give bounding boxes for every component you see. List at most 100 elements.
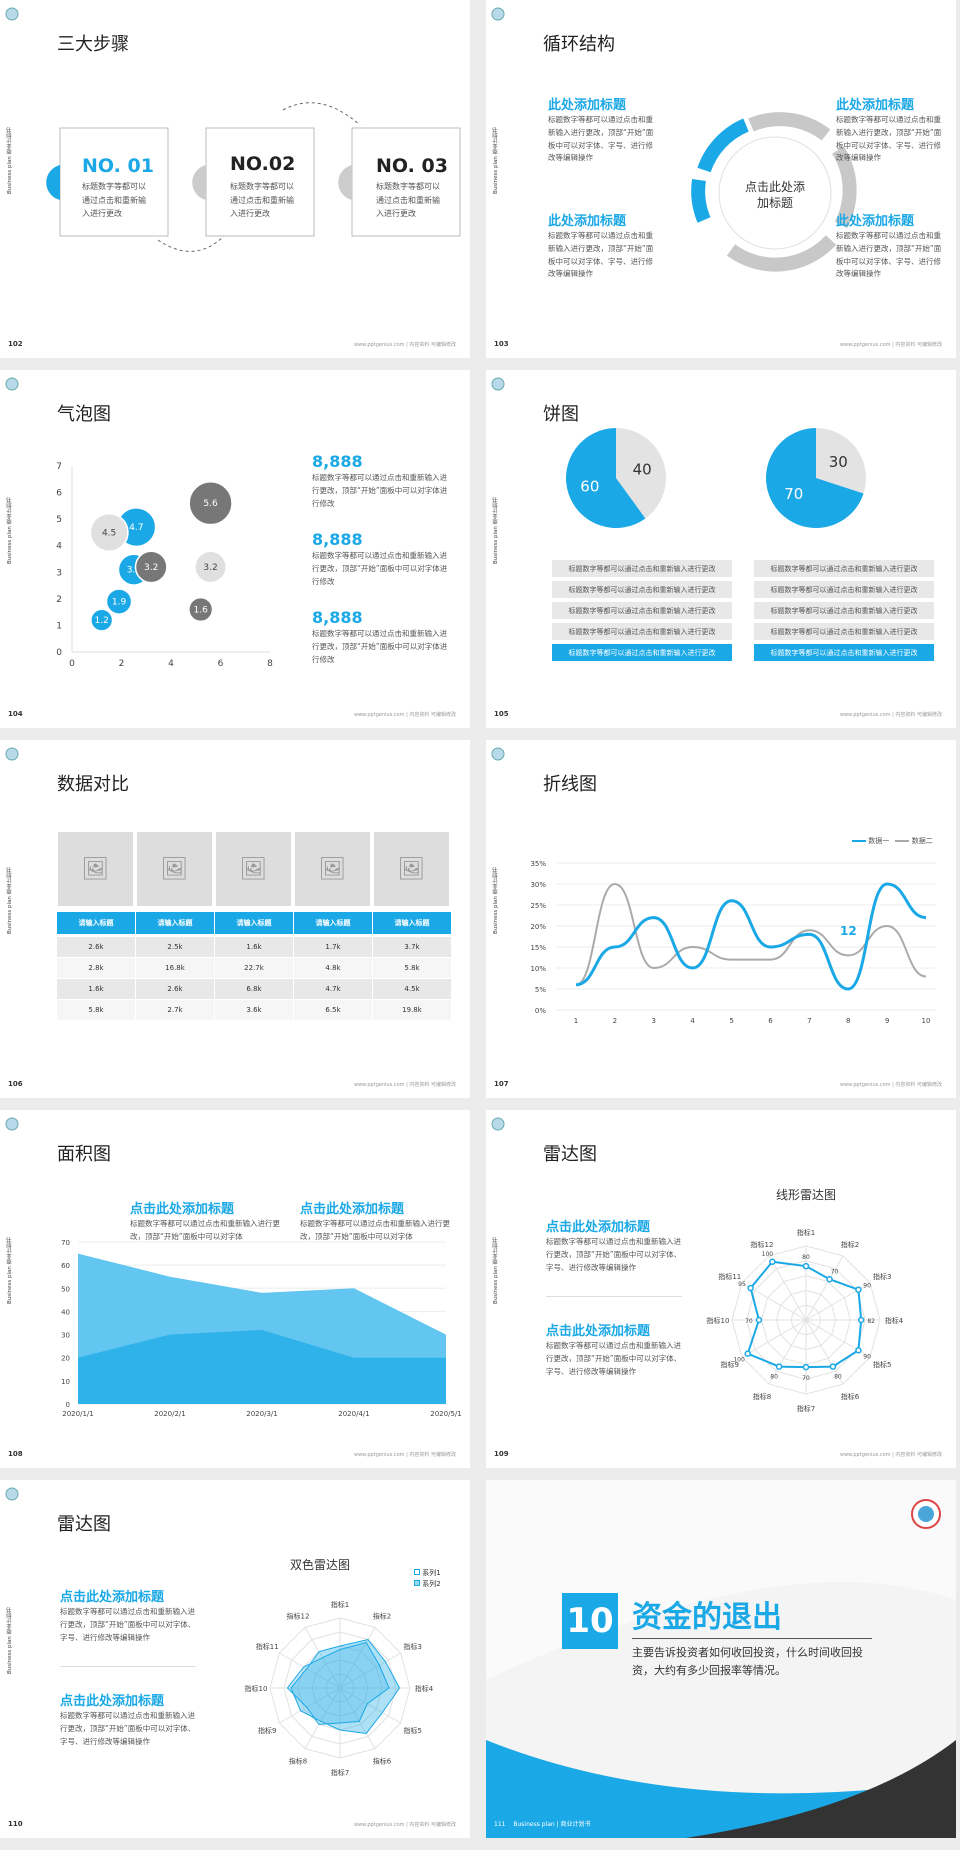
radar-value-label: 90 (863, 1283, 871, 1290)
radar-axis-label: 指标5 (404, 1726, 422, 1735)
radar-spoke (768, 1255, 807, 1321)
table-cell: 1.6k (57, 979, 135, 999)
radar-axis-label: 指标7 (797, 1404, 815, 1413)
radar-axis-label: 指标11 (718, 1272, 741, 1281)
page-number: 111 (494, 1821, 506, 1828)
table-cell: 2.7k (136, 1000, 214, 1020)
logo-icon (5, 376, 19, 391)
y-tick-label: 6 (56, 489, 62, 499)
x-tick-label: 4 (168, 659, 174, 669)
radar-value-label: 80 (802, 1254, 810, 1261)
stat-2-value: 8,888 (312, 530, 363, 549)
pie-legend-row: 标题数字等都可以通过点击和重新输入进行更改 (754, 623, 934, 640)
slide-102[interactable]: Business plan 商业计划书 三大步骤 NO. 01 标题数字等都可以… (0, 0, 470, 358)
logo-icon (491, 746, 505, 761)
radar-point (769, 1258, 776, 1265)
image-placeholder-icon[interactable]: 🖼 (58, 832, 133, 906)
x-tick-label: 8 (267, 659, 273, 669)
slide-108[interactable]: Business plan 商业计划书 面积图 点击此处添加标题 标题数字等都可… (0, 1110, 470, 1468)
image-placeholder-icon[interactable]: 🖼 (374, 832, 449, 906)
slide-title: 雷达图 (543, 1144, 597, 1165)
x-tick-label: 2 (119, 659, 125, 669)
radar-point (855, 1286, 862, 1293)
cycle-center-label: 点击此处添加标题 (745, 180, 806, 210)
x-tick-label: 1 (574, 1017, 578, 1025)
step-1-label: NO. 01 (82, 155, 154, 177)
slide-109[interactable]: Business plan 商业计划书 雷达图 点击此处添加标题 标题数字等都可… (486, 1110, 956, 1468)
legend-series-2: 系列2 (422, 1579, 441, 1588)
slide-110[interactable]: Business plan 商业计划书 雷达图 点击此处添加标题 标题数字等都可… (0, 1480, 470, 1838)
y-tick-label: 2 (56, 595, 62, 605)
x-tick-label: 6 (218, 659, 224, 669)
table-header: 请输入标题 (373, 912, 451, 934)
page-number: 109 (494, 1450, 509, 1458)
radar-axis-label: 指标2 (841, 1240, 859, 1249)
radar-axis-label: 指标6 (841, 1392, 860, 1401)
x-tick-label: 9 (885, 1017, 889, 1025)
footer-text: www.pptgenius.com | 内容资料 可编辑修改 (353, 342, 456, 348)
line-chart: 0%5%10%15%20%25%30%35%1 2 3 4 5 6 7 8 9 10 (530, 860, 936, 1025)
y-tick-label: 3 (56, 568, 62, 578)
slide-104[interactable]: Business plan 商业计划书 气泡图 0 1 2 3 4 5 6 7 0 2 4 6 8 1.2… (0, 370, 470, 728)
radar2-text-2: 标题数字等都可以通过点击和重新输入进行更改，顶部“开始”面板中可以对字体、字号、… (60, 1711, 196, 1746)
slide-106[interactable]: Business plan 商业计划书 数据对比 🖼 请输入标题 🖼 请输入标题 🖼 请输… (0, 740, 470, 1098)
table-cell: 4.7k (294, 979, 372, 999)
pie-legend-row: 标题数字等都可以通过点击和重新输入进行更改 (552, 644, 732, 661)
footer-text: www.pptgenius.com | 内容资料 可编辑修改 (353, 1082, 456, 1088)
bubble-label: 1.2 (95, 616, 109, 626)
stat-1-value: 8,888 (312, 452, 363, 471)
section-subtitle: 主要告诉投资者如何收回投资，什么时间收回投资，大约有多少回报率等情况。 (632, 1646, 863, 1677)
y-tick-label: 30% (530, 881, 546, 889)
x-tick-label: 2020/3/1 (246, 1410, 277, 1418)
radar-spoke (741, 1319, 807, 1358)
divider (632, 1638, 872, 1639)
footer-text: www.pptgenius.com | 内容资料 可编辑修改 (839, 1082, 942, 1088)
area-heading-1: 点击此处添加标题 (130, 1202, 235, 1217)
radar-axis-label: 指标10 (707, 1316, 730, 1325)
y-tick-label: 20% (530, 923, 546, 931)
image-placeholder-icon[interactable]: 🖼 (137, 832, 212, 906)
radar2-heading-2: 点击此处添加标题 (60, 1694, 165, 1709)
radar-axis-label: 指标12 (287, 1611, 310, 1620)
table-cell: 3.6k (215, 1000, 293, 1020)
radar-spoke (805, 1255, 844, 1321)
radar-text-2: 标题数字等都可以通过点击和重新输入进行更改，顶部“开始”面板中可以对字体、字号、… (546, 1341, 682, 1376)
radar-spoke (279, 1652, 341, 1689)
pie-legend-row: 标题数字等都可以通过点击和重新输入进行更改 (754, 581, 934, 598)
radar-axis-label: 指标2 (373, 1611, 391, 1620)
table-cell: 2.6k (136, 979, 214, 999)
footer-text: www.pptgenius.com | 内容资料 可编辑修改 (839, 342, 942, 348)
radar-value-label: 95 (738, 1281, 746, 1288)
radar-axis-label: 指标3 (404, 1642, 422, 1651)
item-1-text: 标题数字等都可以通过点击和重新输入进行更改，顶部“开始”面板中可以对字体、字号、… (548, 115, 654, 163)
radar-spoke (304, 1687, 341, 1749)
slide-title: 气泡图 (57, 404, 111, 425)
bubble (188, 481, 233, 526)
footer-text: www.pptgenius.com | 内容资料 可编辑修改 (353, 1822, 456, 1828)
x-tick-label: 0 (69, 659, 75, 669)
radar-axis-label: 指标6 (373, 1757, 392, 1766)
x-tick-label: 10 (922, 1017, 931, 1025)
bubble-label: 1.6 (194, 605, 209, 615)
slide-title: 雷达图 (57, 1514, 111, 1535)
radar-value-label: 70 (745, 1318, 753, 1325)
slide-title: 三大步骤 (57, 34, 129, 55)
radar-spoke (805, 1319, 844, 1385)
page-number: 103 (494, 340, 509, 348)
radar-axis-label: 指标1 (331, 1600, 349, 1609)
divider (546, 1296, 682, 1297)
bubble (89, 512, 129, 552)
logo-icon (5, 6, 19, 21)
logo-icon (491, 6, 505, 21)
image-placeholder-icon[interactable]: 🖼 (295, 832, 370, 906)
slide-105[interactable]: Business plan 商业计划书 饼图 40 60 30 70 标题数字等都可以… (486, 370, 956, 728)
radar-point (747, 1284, 754, 1292)
slide-103[interactable]: Business plan 商业计划书 循环结构 点击此处添加标题 此处添加标题… (486, 0, 956, 358)
table-cell: 4.8k (294, 958, 372, 978)
slide-107[interactable]: Business plan 商业计划书 折线图 0% 5% 10% 15% 20% 25%… (486, 740, 956, 1098)
slide-111[interactable]: 10 资金的退出 主要告诉投资者如何收回投资，什么时间收回投资，大约有多少回报率… (486, 1480, 956, 1838)
slide-title: 循环结构 (543, 34, 615, 55)
y-tick-label: 10% (530, 965, 546, 973)
image-placeholder-icon[interactable]: 🖼 (216, 832, 291, 906)
radar-value-label: 100 (762, 1251, 774, 1258)
